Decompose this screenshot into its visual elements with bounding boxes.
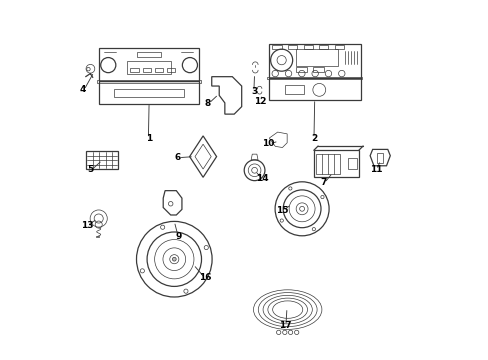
Bar xyxy=(296,67,307,72)
Bar xyxy=(127,61,171,74)
Bar xyxy=(99,48,199,81)
Text: 3: 3 xyxy=(251,87,257,96)
Bar xyxy=(86,151,118,169)
Circle shape xyxy=(172,257,176,261)
Text: 5: 5 xyxy=(87,165,94,174)
Bar xyxy=(130,68,138,72)
Text: 16: 16 xyxy=(199,274,211,282)
Bar xyxy=(334,45,344,49)
Text: 11: 11 xyxy=(369,165,381,174)
Text: 15: 15 xyxy=(276,206,288,215)
Bar xyxy=(137,52,161,57)
Text: 1: 1 xyxy=(146,134,152,143)
Bar xyxy=(303,45,312,49)
Bar xyxy=(96,236,99,238)
Text: 14: 14 xyxy=(255,174,268,183)
Bar xyxy=(313,150,358,177)
Text: 9: 9 xyxy=(175,233,182,241)
Bar xyxy=(97,80,201,83)
Bar xyxy=(266,77,362,79)
Text: 12: 12 xyxy=(253,97,265,106)
Bar xyxy=(268,77,360,100)
Text: 6: 6 xyxy=(174,153,181,162)
Bar xyxy=(347,158,357,169)
Bar xyxy=(296,49,337,66)
Text: 7: 7 xyxy=(320,178,326,187)
Bar xyxy=(315,153,340,174)
Bar xyxy=(268,44,360,77)
Bar xyxy=(312,67,323,72)
Text: 2: 2 xyxy=(311,134,317,143)
Text: 8: 8 xyxy=(204,99,210,108)
Text: 4: 4 xyxy=(80,85,86,94)
Bar xyxy=(376,153,383,163)
Text: 13: 13 xyxy=(81,220,93,230)
Bar xyxy=(154,68,163,72)
Bar xyxy=(272,45,281,49)
Bar xyxy=(99,81,199,104)
Text: 17: 17 xyxy=(278,321,291,330)
Bar xyxy=(319,45,328,49)
Bar xyxy=(287,45,297,49)
Text: 10: 10 xyxy=(262,139,274,148)
Bar xyxy=(285,85,303,94)
Bar xyxy=(114,89,184,97)
Bar xyxy=(142,68,150,72)
Bar xyxy=(166,68,174,72)
